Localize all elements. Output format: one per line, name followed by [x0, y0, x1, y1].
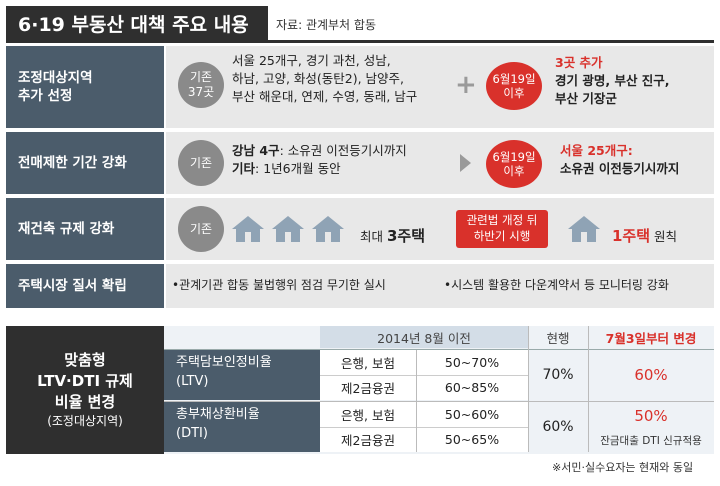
- arrow-right-icon: [460, 154, 471, 172]
- area-list-line1: 서울 25개구, 경기 과천, 성남,: [232, 53, 391, 68]
- area-list-line2: 하남, 고양, 화성(동탄2), 남양주,: [232, 71, 405, 87]
- row1-label-line1: 조정대상지역: [18, 69, 93, 86]
- others-rule: : 1년6개월 동안: [255, 161, 341, 177]
- one-house-value: 1주택: [612, 227, 651, 245]
- one-house-label: 원칙: [650, 229, 678, 244]
- added-areas: 3곳 추가 경기 광명, 부산 진구, 부산 기장군: [555, 54, 670, 108]
- page-title: 6·19 부동산 대책 주요 내용: [6, 6, 268, 40]
- row1-label-line2: 추가 선정: [18, 88, 73, 104]
- row-label-reconstruction: 재건축 규제 강화: [6, 198, 164, 260]
- row-label-resale-limit: 전매제한 기간 강화: [6, 132, 164, 194]
- dti-inst-bank: 은행, 보험: [320, 402, 416, 427]
- ltv-name: 주택담보인정비율 (LTV): [176, 354, 272, 392]
- row-label-market-order: 주택시장 질서 확립: [6, 264, 164, 308]
- col-header-new: 7월3일부터 변경: [605, 330, 697, 346]
- dti-name: 총부채상환비율 (DTI): [176, 406, 260, 444]
- added-areas-title: 3곳 추가: [555, 55, 603, 70]
- tag-line1: 관련법 개정 뒤: [466, 213, 538, 227]
- ltv-inst-secondary: 제2금융권: [320, 375, 416, 400]
- ltv-new-value: 60%: [634, 366, 668, 384]
- ltv-prev-secondary: 60~85%: [416, 375, 528, 400]
- table-divider: [528, 326, 529, 452]
- date-badge-june19: 6월19일 이후: [486, 140, 542, 188]
- dti-prev-secondary: 50~65%: [416, 427, 528, 452]
- ltv-title-line1: 맞춤형: [64, 351, 106, 370]
- ltv-title-line4: (조정대상지역): [47, 414, 123, 429]
- ltv-name-line1: 주택담보인정비율: [176, 355, 272, 370]
- table-divider: [588, 326, 589, 452]
- tag-line2: 하반기 시행: [473, 228, 531, 243]
- date-badge-line2: 이후: [503, 86, 525, 100]
- existing-badge-line1: 기존: [189, 70, 213, 84]
- date-badge-line2: 이후: [503, 164, 525, 178]
- max-label: 최대: [360, 229, 387, 244]
- ltv-inst-bank: 은행, 보험: [320, 350, 416, 375]
- footnote: ※서민·실수요자는 현재와 동일: [552, 461, 694, 474]
- house-icon: [272, 216, 304, 242]
- date-badge-line1: 6월19일: [492, 71, 536, 86]
- existing-area-list: 서울 25개구, 경기 과천, 성남, 하남, 고양, 화성(동탄2), 남양주…: [232, 52, 417, 106]
- bullet-inspection: •관계기관 합동 불법행위 점검 무기한 실시: [172, 278, 386, 292]
- row-body-resale-limit: [166, 132, 714, 194]
- ltv-title-line3: 비율 변경: [54, 393, 116, 412]
- gangnam-label: 강남 4구: [232, 143, 280, 158]
- bullet-monitoring: •시스템 활용한 다운계약서 등 모니터링 강화: [444, 278, 669, 292]
- dti-new-value: 50%: [634, 407, 668, 425]
- row-body-market-order: [166, 264, 714, 308]
- col-header-prev: 2014년 8월 이전: [320, 326, 528, 348]
- table-divider: [416, 350, 417, 452]
- added-areas-line2: 부산 기장군: [555, 91, 617, 107]
- date-badge-line1: 6월19일: [492, 149, 536, 164]
- col-header-now: 현행: [546, 330, 570, 346]
- existing-badge: 기존: [178, 140, 224, 186]
- ltv-dti-title-panel: 맞춤형 LTV·DTI 규제 비율 변경 (조정대상지역): [6, 326, 164, 454]
- house-icon: [312, 216, 344, 242]
- gangnam-rule: : 소유권 이전등기시까지: [279, 143, 407, 158]
- existing-badge: 기존 37곳: [178, 62, 224, 108]
- plus-icon: +: [455, 70, 477, 100]
- table-divider: [320, 375, 528, 376]
- ltv-title-line2: LTV·DTI 규제: [37, 372, 133, 391]
- source-note: 자료: 관계부처 합동: [276, 18, 376, 32]
- table-header-blank: [164, 326, 320, 348]
- ltv-name-line2: (LTV): [176, 373, 209, 389]
- house-icon: [568, 216, 600, 242]
- added-areas-line1: 경기 광명, 부산 진구,: [555, 73, 670, 89]
- resale-new-rule: 서울 25개구: 소유권 이전등기시까지: [560, 142, 679, 178]
- dti-new-note: 잔금대출 DTI 신규적용: [600, 434, 702, 447]
- existing-badge-line2: 37곳: [187, 85, 215, 99]
- one-house-rule: 1주택 원칙: [612, 226, 677, 248]
- dti-name-line1: 총부채상환비율: [176, 407, 260, 422]
- resale-new-line1: 서울 25개구:: [560, 143, 633, 158]
- resale-existing-rules: 강남 4구: 소유권 이전등기시까지 기타: 1년6개월 동안: [232, 142, 407, 178]
- dti-prev-bank: 50~60%: [416, 402, 528, 427]
- ltv-now-value: 70%: [542, 367, 574, 383]
- dti-inst-secondary: 제2금융권: [320, 427, 416, 452]
- table-divider: [164, 349, 714, 350]
- law-revision-tag: 관련법 개정 뒤 하반기 시행: [456, 210, 548, 248]
- dti-name-cell: [164, 402, 320, 452]
- ltv-name-cell: [164, 350, 320, 400]
- dti-name-line2: (DTI): [176, 425, 208, 441]
- header-divider: [6, 40, 714, 43]
- others-label: 기타: [232, 161, 256, 177]
- max-value: 3주택: [386, 227, 426, 245]
- ltv-prev-bank: 50~70%: [416, 350, 528, 375]
- dti-now-value: 60%: [542, 419, 574, 435]
- row-body-adjustment-areas: [166, 46, 714, 128]
- max-houses: 최대 3주택: [360, 226, 425, 248]
- resale-new-line2: 소유권 이전등기시까지: [560, 161, 680, 177]
- existing-badge: 기존: [178, 206, 224, 252]
- table-divider: [320, 427, 528, 428]
- table-divider: [164, 401, 714, 402]
- house-icon: [232, 216, 264, 242]
- area-list-line3: 부산 해운대, 연제, 수영, 동래, 남구: [232, 89, 418, 105]
- date-badge-june19: 6월19일 이후: [486, 62, 542, 110]
